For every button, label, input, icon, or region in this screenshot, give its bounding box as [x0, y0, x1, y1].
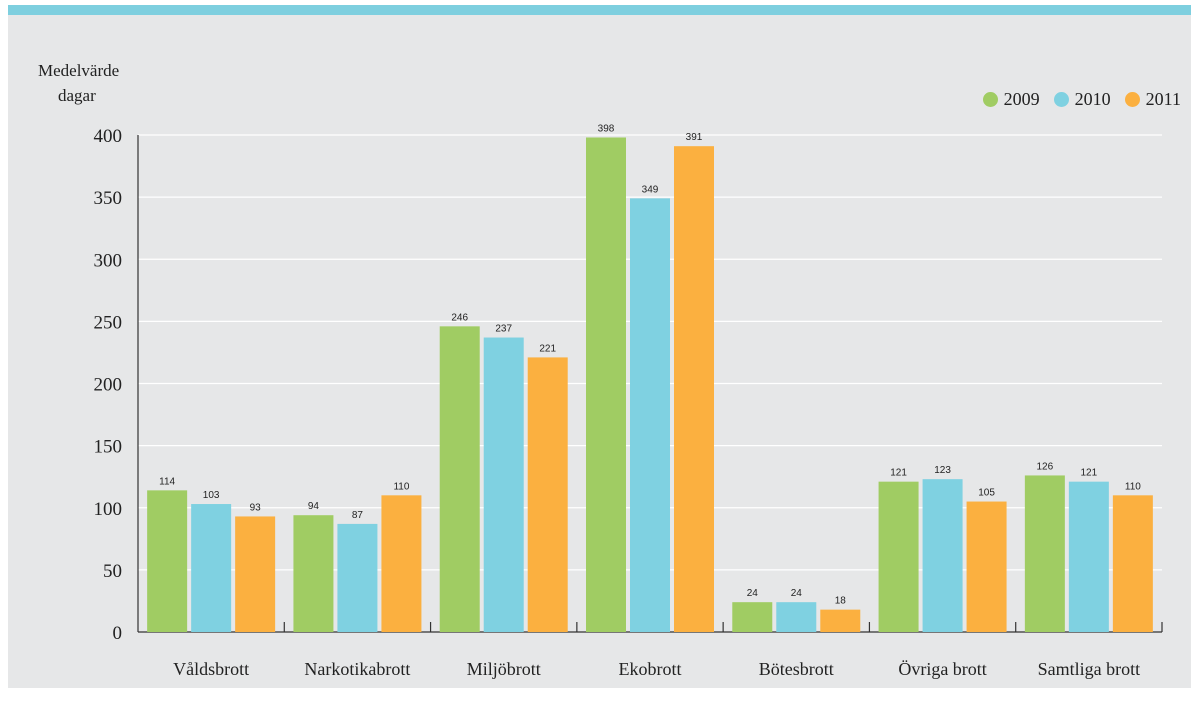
bar-2011-3 — [674, 146, 714, 632]
data-label: 121 — [890, 468, 907, 479]
data-label: 103 — [203, 490, 220, 501]
legend-item-2009: 2009 — [982, 89, 1040, 110]
bar-2009-3 — [586, 137, 626, 633]
data-label: 246 — [451, 312, 468, 323]
category-label: Ekobrott — [619, 659, 682, 679]
legend-label-2011: 2011 — [1145, 89, 1181, 109]
bar-2011-1 — [381, 495, 422, 632]
bar-2010-4 — [776, 602, 817, 632]
category-label: Miljöbrott — [467, 659, 541, 679]
data-label: 105 — [978, 488, 995, 499]
data-label: 93 — [250, 502, 262, 513]
data-label: 24 — [747, 588, 759, 599]
bar-2010-5 — [922, 479, 963, 632]
y-tick-label-150: 150 — [94, 437, 123, 458]
bar-2011-0 — [235, 516, 276, 632]
data-label: 87 — [352, 510, 364, 521]
data-label: 121 — [1081, 468, 1098, 479]
legend-swatch-2010 — [1053, 92, 1069, 107]
data-label: 391 — [686, 132, 703, 143]
y-axis-label-line-1: Medelvärde — [38, 61, 120, 80]
bar-2011-4 — [820, 609, 861, 632]
bar-2009-6 — [1024, 475, 1065, 632]
data-label: 18 — [835, 596, 847, 607]
legend-item-2010: 2010 — [1053, 89, 1111, 110]
bar-2011-6 — [1112, 495, 1153, 632]
legend-label-2010: 2010 — [1074, 89, 1111, 109]
y-axis-label-line-2: dagar — [58, 86, 96, 105]
top-accent-bar — [8, 5, 1191, 15]
data-label: 349 — [642, 184, 659, 195]
y-tick-label-0: 0 — [113, 623, 123, 644]
bar-2010-2 — [483, 337, 524, 632]
bar-2011-2 — [527, 357, 568, 632]
category-label: Samtliga brott — [1038, 659, 1141, 679]
bar-2010-6 — [1068, 481, 1109, 632]
bar-2009-2 — [439, 326, 480, 632]
category-label: Våldsbrott — [173, 659, 249, 679]
data-label: 126 — [1037, 461, 1054, 472]
legend: 2009 2010 2011 — [982, 89, 1181, 110]
category-label: Övriga brott — [898, 659, 986, 679]
legend-swatch-2011 — [1124, 92, 1140, 107]
legend-label-2009: 2009 — [1003, 89, 1040, 109]
data-label: 110 — [393, 481, 409, 492]
y-tick-label-350: 350 — [94, 188, 123, 209]
category-label: Bötesbrott — [759, 659, 834, 679]
data-label: 110 — [1125, 481, 1141, 492]
y-tick-label-300: 300 — [94, 250, 123, 271]
y-tick-label-400: 400 — [94, 126, 123, 147]
bar-2010-1 — [337, 523, 378, 632]
data-label: 398 — [598, 123, 615, 134]
bar-2010-0 — [191, 504, 232, 632]
data-label: 94 — [308, 501, 320, 512]
data-label: 123 — [934, 465, 951, 476]
bar-2009-0 — [147, 490, 188, 632]
y-tick-label-250: 250 — [94, 312, 123, 333]
bar-2009-5 — [878, 481, 919, 632]
bar-2010-3 — [630, 198, 670, 632]
y-tick-label-50: 50 — [103, 561, 122, 582]
data-label: 24 — [791, 588, 803, 599]
legend-item-2011: 2011 — [1124, 89, 1181, 110]
y-tick-label-200: 200 — [94, 375, 123, 396]
data-label: 237 — [495, 324, 512, 335]
bar-2011-5 — [966, 501, 1007, 632]
bar-2009-1 — [293, 515, 334, 632]
legend-swatch-2009 — [982, 92, 998, 107]
data-label: 114 — [159, 476, 175, 487]
category-label: Narkotikabrott — [304, 659, 410, 679]
y-tick-label-100: 100 — [94, 499, 123, 520]
bar-2009-4 — [732, 602, 773, 632]
data-label: 221 — [539, 343, 556, 354]
